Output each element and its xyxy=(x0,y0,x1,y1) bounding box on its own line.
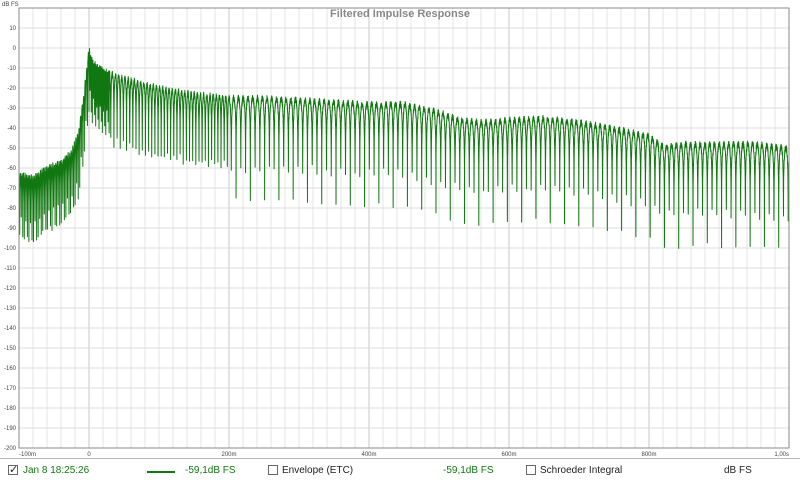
y-tick-label: -130 xyxy=(4,306,17,312)
schroeder-unit-readout: dB FS xyxy=(724,465,752,476)
x-tick-label: 1,00s xyxy=(774,452,789,458)
y-tick-label: -70 xyxy=(7,186,16,192)
plot-border xyxy=(18,7,790,449)
y-tick-label: -40 xyxy=(7,126,16,132)
y-tick-label: -10 xyxy=(7,66,16,72)
y-tick-label: 0 xyxy=(13,46,17,52)
cursor-value-readout: -59,1dB FS xyxy=(185,465,236,476)
chart-title: Filtered Impulse Response xyxy=(330,8,470,20)
y-tick-label: -60 xyxy=(7,166,16,172)
x-tick-label: 200m xyxy=(221,452,236,458)
y-tick-label: -200 xyxy=(4,446,17,452)
envelope-etc-checkbox[interactable] xyxy=(268,465,278,475)
x-tick-label: 400m xyxy=(361,452,376,458)
y-tick-label: -110 xyxy=(4,266,16,272)
y-tick-label: -90 xyxy=(7,226,16,232)
trace-color-swatch xyxy=(147,471,175,473)
y-tick-label: -150 xyxy=(4,346,17,352)
checkmark-icon: ✓ xyxy=(9,464,19,476)
y-tick-label: -170 xyxy=(4,386,17,392)
measurement-date-label[interactable]: Jan 8 18:25:26 xyxy=(23,465,90,476)
y-axis-unit-label: dB FS xyxy=(2,2,19,8)
schroeder-integral-label[interactable]: Schroeder Integral xyxy=(540,465,623,476)
y-tick-label: -80 xyxy=(7,206,16,212)
legend-bar: ✓ Jan 8 18:25:26 -59,1dB FS Envelope (ET… xyxy=(0,458,800,483)
trace-layer xyxy=(18,48,790,249)
y-tick-label: -180 xyxy=(4,406,17,412)
x-tick-label: 800m xyxy=(641,452,656,458)
trace-visibility-checkbox[interactable]: ✓ xyxy=(8,464,19,476)
envelope-etc-label[interactable]: Envelope (ETC) xyxy=(282,465,354,476)
y-tick-label: -190 xyxy=(4,426,17,432)
y-tick-label: -50 xyxy=(7,146,16,152)
axis-labels: 10 0 -10 -20 -30 -40 -50 -60 -70 -80 -90 -100 -110 -1… xyxy=(4,26,789,458)
x-tick-label: 600m xyxy=(501,452,516,458)
y-tick-label: -140 xyxy=(4,326,17,332)
x-tick-label: -100m xyxy=(19,452,36,458)
impulse-response-trace xyxy=(18,48,790,249)
plot-area: 10 0 -10 -20 -30 -40 -50 -60 -70 -80 -90 -100 -110 -1… xyxy=(2,2,790,458)
y-tick-label: -100 xyxy=(4,246,17,252)
y-tick-label: -120 xyxy=(4,286,17,292)
y-tick-label: -30 xyxy=(7,106,16,112)
y-tick-label: -160 xyxy=(4,366,17,372)
y-tick-label: 10 xyxy=(9,26,16,32)
y-tick-label: -20 xyxy=(7,86,16,92)
x-tick-label: 0 xyxy=(87,452,91,458)
schroeder-integral-checkbox[interactable] xyxy=(526,465,536,475)
envelope-value-readout: -59,1dB FS xyxy=(443,465,494,476)
